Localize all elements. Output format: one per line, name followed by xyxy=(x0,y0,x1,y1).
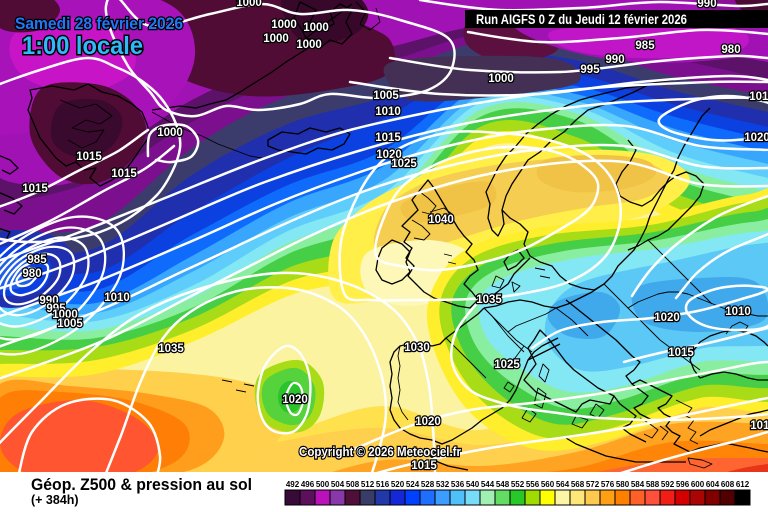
svg-text:1025: 1025 xyxy=(391,158,417,170)
svg-text:1015: 1015 xyxy=(111,168,137,180)
svg-text:1015: 1015 xyxy=(411,460,437,472)
svg-text:985: 985 xyxy=(27,254,47,266)
svg-text:1015: 1015 xyxy=(750,420,768,432)
svg-text:512: 512 xyxy=(361,480,375,489)
svg-text:556: 556 xyxy=(526,480,540,489)
svg-text:1020: 1020 xyxy=(744,132,768,144)
svg-text:552: 552 xyxy=(511,480,525,489)
svg-text:Géop. Z500 & pression au sol: Géop. Z500 & pression au sol xyxy=(31,475,252,494)
svg-text:572: 572 xyxy=(586,480,600,489)
svg-text:1000: 1000 xyxy=(52,309,78,321)
svg-text:584: 584 xyxy=(631,480,645,489)
svg-text:1005: 1005 xyxy=(57,318,83,330)
svg-text:1040: 1040 xyxy=(428,214,454,226)
svg-text:500: 500 xyxy=(316,480,330,489)
svg-text:1000: 1000 xyxy=(303,22,329,34)
svg-text:544: 544 xyxy=(481,480,495,489)
svg-text:1015: 1015 xyxy=(76,151,102,163)
svg-text:524: 524 xyxy=(406,480,420,489)
svg-text:516: 516 xyxy=(376,480,390,489)
svg-text:1000: 1000 xyxy=(488,73,514,85)
svg-text:990: 990 xyxy=(605,54,624,66)
svg-text:520: 520 xyxy=(391,480,405,489)
svg-text:1015: 1015 xyxy=(375,132,401,144)
svg-text:608: 608 xyxy=(721,480,735,489)
svg-text:1010: 1010 xyxy=(375,106,401,118)
svg-text:612: 612 xyxy=(736,480,750,489)
svg-text:1000: 1000 xyxy=(271,19,297,31)
svg-text:604: 604 xyxy=(706,480,720,489)
svg-text:1015: 1015 xyxy=(22,183,48,195)
svg-text:1025: 1025 xyxy=(494,359,520,371)
svg-text:1000: 1000 xyxy=(236,0,262,9)
svg-text:592: 592 xyxy=(661,480,675,489)
svg-text:1020: 1020 xyxy=(654,312,680,324)
svg-text:508: 508 xyxy=(346,480,360,489)
svg-text:(+ 384h): (+ 384h) xyxy=(31,493,79,507)
svg-text:560: 560 xyxy=(541,480,555,489)
svg-text:528: 528 xyxy=(421,480,435,489)
svg-text:596: 596 xyxy=(676,480,690,489)
svg-text:1015: 1015 xyxy=(749,91,768,103)
svg-text:Copyright © 2026 Meteociel.fr: Copyright © 2026 Meteociel.fr xyxy=(299,445,461,459)
svg-text:1030: 1030 xyxy=(404,342,430,354)
svg-text:1020: 1020 xyxy=(376,149,402,161)
svg-text:1035: 1035 xyxy=(476,294,502,306)
svg-text:576: 576 xyxy=(601,480,615,489)
svg-text:1020: 1020 xyxy=(282,394,308,406)
svg-text:980: 980 xyxy=(22,268,41,280)
svg-text:1:00 locale: 1:00 locale xyxy=(22,32,143,60)
svg-text:1000: 1000 xyxy=(296,39,322,51)
svg-text:1035: 1035 xyxy=(158,343,184,355)
svg-text:1000: 1000 xyxy=(263,33,289,45)
svg-text:1005: 1005 xyxy=(373,90,399,102)
svg-text:540: 540 xyxy=(466,480,480,489)
svg-text:504: 504 xyxy=(331,480,345,489)
svg-text:Samedi 28 février 2026: Samedi 28 février 2026 xyxy=(15,14,183,33)
svg-text:995: 995 xyxy=(580,64,600,76)
svg-text:1010: 1010 xyxy=(725,306,751,318)
svg-text:600: 600 xyxy=(691,480,705,489)
svg-text:1010: 1010 xyxy=(104,292,130,304)
svg-text:492: 492 xyxy=(286,480,300,489)
svg-text:980: 980 xyxy=(721,44,740,56)
svg-text:990: 990 xyxy=(697,0,716,10)
svg-text:532: 532 xyxy=(436,480,450,489)
svg-text:Run AIGFS 0 Z du Jeudi 12 févr: Run AIGFS 0 Z du Jeudi 12 février 2026 xyxy=(476,12,687,27)
svg-text:1000: 1000 xyxy=(157,127,183,139)
svg-text:536: 536 xyxy=(451,480,465,489)
svg-text:588: 588 xyxy=(646,480,660,489)
svg-text:548: 548 xyxy=(496,480,510,489)
svg-text:564: 564 xyxy=(556,480,570,489)
svg-text:985: 985 xyxy=(635,40,655,52)
svg-text:496: 496 xyxy=(301,480,315,489)
svg-text:568: 568 xyxy=(571,480,585,489)
svg-text:1015: 1015 xyxy=(668,347,694,359)
svg-text:995: 995 xyxy=(46,303,66,315)
svg-text:580: 580 xyxy=(616,480,630,489)
svg-text:990: 990 xyxy=(39,295,58,307)
svg-text:1020: 1020 xyxy=(415,416,441,428)
